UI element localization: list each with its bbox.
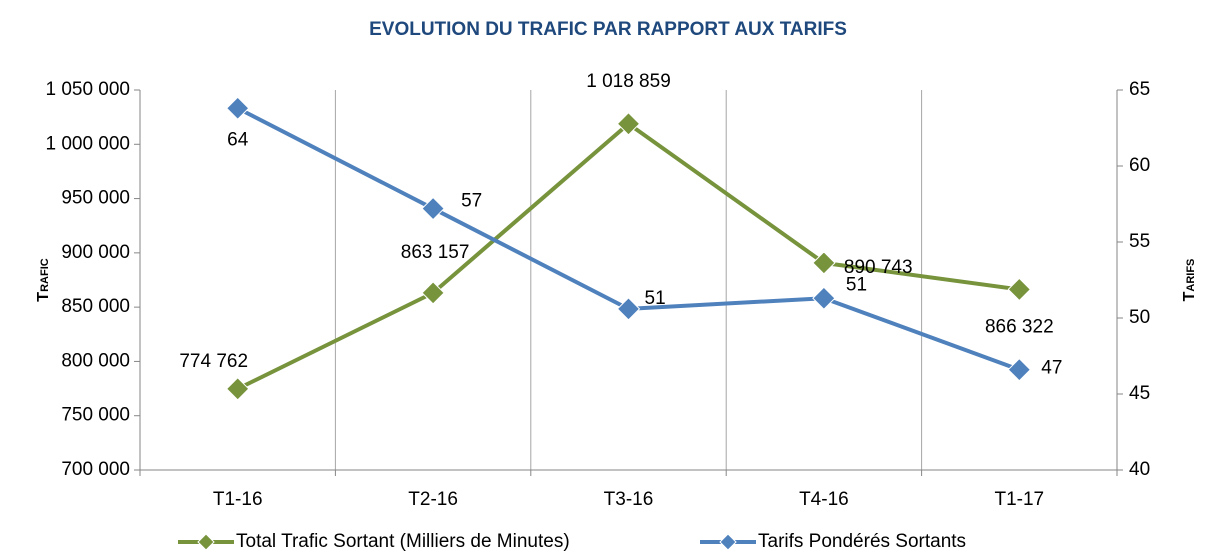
y-tick-label: 1 000 000 — [45, 133, 130, 154]
legend-label: Tarifs Pondérés Sortants — [758, 531, 966, 552]
y-tick-label: 950 000 — [61, 188, 130, 209]
y-tick-label: 900 000 — [61, 242, 130, 263]
legend-label: Total Trafic Sortant (Milliers de Minute… — [236, 531, 570, 552]
marker — [616, 112, 641, 136]
y2-tick-label: 50 — [1129, 307, 1150, 328]
data-label: 51 — [645, 288, 666, 309]
y-axis-title: Trafic — [35, 258, 52, 301]
x-tick-label: T3-16 — [604, 489, 654, 510]
marker — [421, 281, 445, 305]
marker — [1007, 357, 1032, 382]
y-tick-label: 800 000 — [61, 350, 130, 371]
y-tick-label: 1 050 000 — [45, 79, 130, 100]
legend-marker — [719, 533, 737, 551]
x-tick-label: T2-16 — [408, 489, 458, 510]
data-label: 866 322 — [985, 316, 1054, 337]
marker — [812, 251, 836, 275]
x-tick-label: T1-17 — [994, 489, 1044, 510]
chart-title: EVOLUTION DU TRAFIC PAR RAPPORT AUX TARI… — [369, 19, 847, 40]
x-tick-label: T1-16 — [213, 489, 263, 510]
y2-tick-label: 55 — [1129, 231, 1150, 252]
legend-marker — [197, 533, 215, 551]
y2-tick-label: 40 — [1129, 459, 1150, 480]
y-tick-label: 700 000 — [61, 459, 130, 480]
data-label: 51 — [846, 274, 867, 295]
y2-tick-label: 65 — [1129, 79, 1150, 100]
data-label: 47 — [1041, 358, 1062, 379]
data-label: 57 — [461, 191, 482, 212]
data-label: 863 157 — [401, 242, 470, 263]
data-label: 64 — [227, 129, 249, 150]
data-label: 890 743 — [844, 257, 913, 278]
marker — [616, 297, 641, 321]
data-label: 774 762 — [179, 351, 248, 372]
x-tick-label: T4-16 — [799, 489, 849, 510]
y2-tick-label: 60 — [1129, 155, 1150, 176]
data-label: 1 018 859 — [586, 71, 671, 92]
marker — [1007, 277, 1032, 302]
y2-axis-title: Tarifs — [1181, 259, 1198, 302]
marker — [225, 96, 250, 120]
y-tick-label: 850 000 — [61, 296, 130, 317]
marker — [225, 377, 250, 401]
marker — [421, 196, 445, 221]
y2-tick-label: 45 — [1129, 383, 1150, 404]
marker — [812, 286, 836, 310]
y-tick-label: 750 000 — [61, 405, 130, 426]
